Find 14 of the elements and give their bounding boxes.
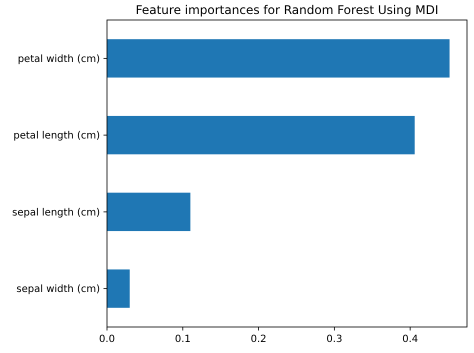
bar — [107, 192, 190, 232]
x-tick-label: 0.2 — [250, 334, 267, 345]
x-tick-label: 0.1 — [174, 334, 191, 345]
y-tick-label: petal width (cm) — [18, 54, 100, 65]
bar — [107, 39, 450, 78]
y-tick-label: sepal width (cm) — [16, 284, 100, 296]
bar — [107, 116, 415, 154]
x-tick-label: 0.4 — [402, 334, 418, 345]
y-tick-label: petal length (cm) — [13, 130, 100, 142]
bar — [107, 269, 130, 308]
x-tick-label: 0.3 — [326, 334, 342, 345]
x-tick-label: 0.0 — [99, 334, 115, 345]
y-tick-label: sepal length (cm) — [12, 207, 100, 218]
chart-title: Feature importances for Random Forest Using MDI — [136, 3, 438, 17]
